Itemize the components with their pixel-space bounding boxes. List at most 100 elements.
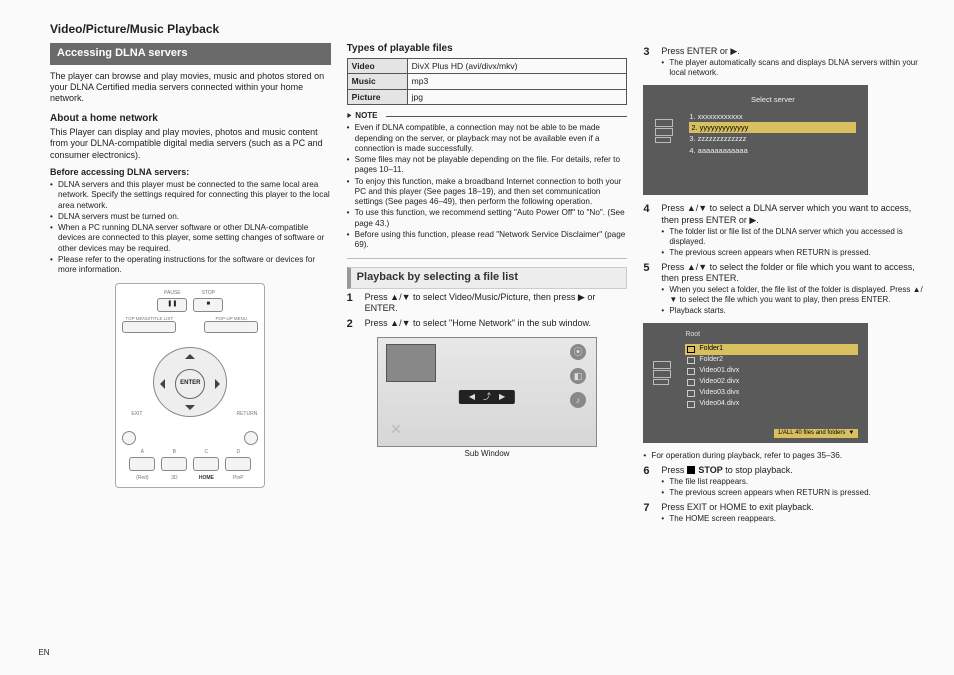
step-1: 1 Press ▲/▼ to select Video/Music/Pictur…	[347, 292, 628, 315]
page-lang-badge: EN	[36, 645, 52, 661]
step-body: Press ▲/▼ to select "Home Network" in th…	[365, 318, 628, 332]
step-note: When you select a folder, the file list …	[661, 285, 924, 305]
file-row: Video02.divx	[685, 377, 858, 388]
step-number: 7	[643, 502, 655, 525]
server-row: 1. xxxxxxxxxxxx	[689, 111, 856, 122]
file-row-selected: Folder1	[685, 344, 858, 355]
step-body: Press ▲/▼ to select the folder or file w…	[661, 262, 924, 318]
cross-icon: ✕	[390, 421, 402, 439]
b-button	[161, 457, 187, 471]
file-row: Folder2	[685, 355, 858, 366]
stop-button-icon: ■	[193, 298, 223, 312]
note-item: Even if DLNA compatible, a connection ma…	[347, 123, 628, 154]
about-home-network-head: About a home network	[50, 113, 331, 126]
c-label: C	[193, 449, 219, 455]
step-note: The HOME screen reappears.	[661, 514, 924, 524]
d-label: D	[225, 449, 251, 455]
column-1: Accessing DLNA servers The player can br…	[50, 43, 331, 528]
return-button	[244, 431, 258, 445]
file-count-bar: 1/ALL 40 files and folders▼	[774, 429, 858, 439]
stop-icon	[687, 466, 695, 474]
step-note: Playback starts.	[661, 306, 924, 316]
film-icon	[655, 119, 675, 143]
film-icon	[653, 361, 673, 385]
down-arrow-icon	[185, 405, 195, 415]
red-label: (Red)	[129, 475, 155, 481]
screen-title: Select server	[689, 95, 856, 104]
remote-diagram: PAUSE ❚❚ STOP ■ TOP MENU/TITLE LIST POP-…	[115, 283, 265, 488]
folder-icon	[687, 346, 695, 353]
before-item: When a PC running DLNA server software o…	[50, 223, 331, 254]
step-body: Press EXIT or HOME to exit playback. The…	[661, 502, 924, 525]
step-body: Press ENTER or ▶. The player automatical…	[661, 46, 924, 79]
music-icon: ♪	[570, 392, 586, 408]
step-7: 7 Press EXIT or HOME to exit playback. T…	[643, 502, 924, 525]
before-head: Before accessing DLNA servers:	[50, 167, 331, 178]
sub-window-diagram: ⦿ ◧ ♪ ◀⤴▶ ✕	[377, 337, 597, 447]
3d-label: 3D	[161, 475, 187, 481]
b-label: B	[161, 449, 187, 455]
before-item: Please refer to the operating instructio…	[50, 255, 331, 276]
note-item: To enjoy this function, make a broadband…	[347, 177, 628, 208]
home-label: HOME	[193, 475, 219, 481]
step-3: 3 Press ENTER or ▶. The player automatic…	[643, 46, 924, 79]
section-playback-file-list: Playback by selecting a file list	[347, 267, 628, 289]
video-icon: ⦿	[570, 344, 586, 360]
step-note: The player automatically scans and displ…	[661, 58, 924, 78]
step-number: 2	[347, 318, 359, 332]
columns: Accessing DLNA servers The player can br…	[50, 43, 924, 528]
table-cell: jpg	[407, 89, 627, 105]
table-cell: Music	[347, 74, 407, 90]
step-number: 4	[643, 203, 655, 259]
pause-button-icon: ❚❚	[157, 298, 187, 312]
step-number: 6	[643, 465, 655, 499]
column-2: Types of playable files VideoDivX Plus H…	[347, 43, 628, 528]
step-body: Press ▲/▼ to select Video/Music/Picture,…	[365, 292, 628, 315]
up-arrow-icon	[185, 349, 195, 359]
top-menu-button	[122, 321, 176, 333]
exit-button	[122, 431, 136, 445]
thumbnail-icon	[386, 344, 436, 382]
return-label: RETURN	[236, 411, 257, 417]
step-note: The file list reappears.	[661, 477, 924, 487]
step-6: 6 Press STOP to stop playback. The file …	[643, 465, 924, 499]
dpad: ENTER EXIT RETURN	[145, 339, 235, 425]
column-3: 3 Press ENTER or ▶. The player automatic…	[643, 43, 924, 528]
file-icon	[687, 390, 695, 397]
c-button	[193, 457, 219, 471]
step-note: The folder list or file list of the DLNA…	[661, 227, 924, 247]
pinp-label: PinP	[225, 475, 251, 481]
d-button	[225, 457, 251, 471]
file-row: Video04.divx	[685, 399, 858, 410]
table-cell: Picture	[347, 89, 407, 105]
file-list-screen: Root Folder1 Folder2 Video01.divx Video0…	[643, 323, 868, 443]
note-item: Before using this function, please read …	[347, 230, 628, 251]
pause-label: PAUSE	[164, 290, 181, 296]
root-label: Root	[685, 331, 858, 340]
popup-button	[204, 321, 258, 333]
intro-text: The player can browse and play movies, m…	[50, 71, 331, 105]
server-row: 4. aaaaaaaaaaaa	[689, 145, 856, 156]
nav-bar: ◀⤴▶	[459, 390, 515, 404]
section-accessing-dlna: Accessing DLNA servers	[50, 43, 331, 65]
select-server-screen: Select server 1. xxxxxxxxxxxx 2. yyyyyyy…	[643, 85, 868, 195]
step-body: Press ▲/▼ to select a DLNA server which …	[661, 203, 924, 259]
step-number: 3	[643, 46, 655, 79]
file-row: Video01.divx	[685, 366, 858, 377]
playable-files-table: VideoDivX Plus HD (avi/divx/mkv) Musicmp…	[347, 58, 628, 106]
folder-icon	[687, 357, 695, 364]
playback-ref-note: For operation during playback, refer to …	[643, 451, 924, 461]
stop-label: STOP	[202, 290, 216, 296]
exit-label: EXIT	[131, 411, 142, 417]
file-icon	[687, 379, 695, 386]
left-arrow-icon	[155, 379, 165, 389]
table-cell: DivX Plus HD (avi/divx/mkv)	[407, 58, 627, 74]
sub-window-label: Sub Window	[347, 449, 628, 459]
step-note: The previous screen appears when RETURN …	[661, 248, 924, 258]
note-item: To use this function, we recommend setti…	[347, 208, 628, 229]
step-note: The previous screen appears when RETURN …	[661, 488, 924, 498]
table-cell: mp3	[407, 74, 627, 90]
table-cell: Video	[347, 58, 407, 74]
note-head: NOTE	[347, 111, 628, 121]
file-icon	[687, 368, 695, 375]
